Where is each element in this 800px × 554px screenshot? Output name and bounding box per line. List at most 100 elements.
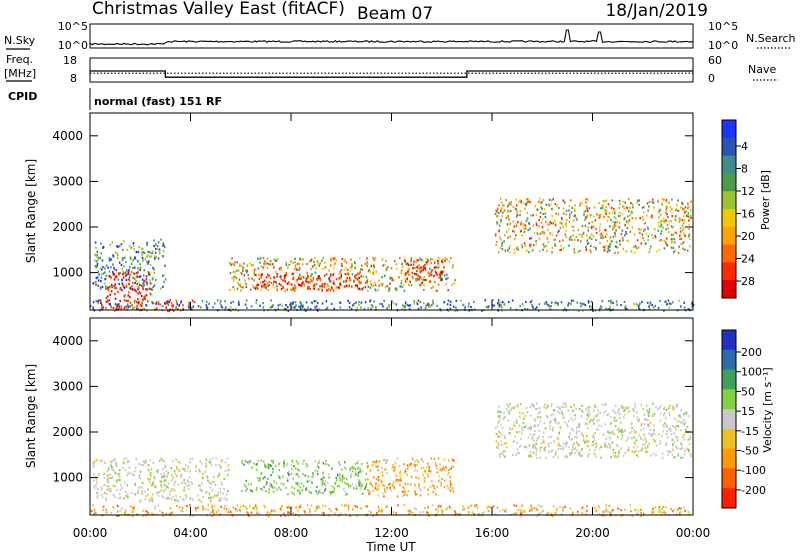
echo-cell <box>136 307 138 310</box>
echo-cell <box>564 233 566 236</box>
echo-cell <box>278 463 280 466</box>
echo-cell <box>618 221 621 224</box>
echo-cell <box>584 304 586 307</box>
echo-cell <box>651 198 654 201</box>
echo-cell <box>151 493 154 496</box>
echo-cell <box>659 299 661 303</box>
echo-cell <box>157 300 160 303</box>
echo-cell <box>110 258 112 261</box>
echo-cell <box>112 494 115 497</box>
echo-cell <box>123 285 125 288</box>
echo-cell <box>645 450 648 453</box>
echo-cell <box>445 277 447 280</box>
echo-cell <box>191 299 194 302</box>
echo-cell <box>142 514 145 517</box>
echo-cell <box>541 441 543 445</box>
echo-cell <box>663 309 665 312</box>
echo-cell <box>118 473 121 476</box>
echo-cell <box>624 408 626 411</box>
echo-cell <box>427 475 430 478</box>
echo-cell <box>108 489 111 492</box>
colorbar-tick-label: 50 <box>741 385 755 398</box>
echo-cell <box>514 435 517 438</box>
echo-cell <box>449 479 452 483</box>
y-tick-label: 1000 <box>52 471 83 485</box>
echo-cell <box>640 449 643 452</box>
echo-cell <box>131 304 133 307</box>
echo-cell <box>109 276 112 279</box>
echo-cell <box>267 511 269 514</box>
echo-cell <box>167 472 169 475</box>
echo-cell <box>608 511 611 514</box>
echo-cell <box>114 309 116 312</box>
echo-cell <box>589 448 591 451</box>
echo-cell <box>282 475 284 478</box>
echo-cell <box>351 467 354 470</box>
echo-cell <box>640 422 643 425</box>
echo-cell <box>165 497 168 500</box>
echo-cell <box>341 265 343 268</box>
echo-cell <box>111 468 114 471</box>
echo-cell <box>448 459 450 462</box>
echo-cell <box>143 284 145 287</box>
echo-cell <box>183 498 185 501</box>
echo-cell <box>348 306 351 309</box>
echo-cell <box>552 413 554 416</box>
echo-cell <box>152 481 154 484</box>
echo-cell <box>669 451 672 454</box>
echo-cell <box>285 486 287 489</box>
echo-cell <box>660 232 662 235</box>
echo-cell <box>382 484 385 487</box>
echo-cell <box>440 481 442 484</box>
freq-trace <box>90 70 693 78</box>
echo-cell <box>418 264 420 267</box>
echo-cell <box>412 263 415 266</box>
echo-cell <box>298 469 300 472</box>
echo-cell <box>539 407 541 410</box>
colorbar-tick-label: 200 <box>741 346 762 359</box>
echo-cell <box>658 216 660 219</box>
echo-cell <box>100 301 102 304</box>
echo-cell <box>408 463 411 466</box>
echo-cell <box>662 226 664 229</box>
echo-cell <box>565 235 567 238</box>
echo-cell <box>582 506 585 509</box>
echo-cell <box>497 447 500 450</box>
echo-cell <box>508 218 510 221</box>
echo-cell <box>378 508 380 511</box>
echo-cell <box>627 222 629 225</box>
echo-cell <box>519 304 521 308</box>
echo-cell <box>338 461 340 464</box>
echo-cell <box>350 473 352 476</box>
echo-cell <box>586 422 589 425</box>
echo-cell <box>683 418 685 421</box>
echo-cell <box>236 269 238 272</box>
echo-cell <box>358 481 360 484</box>
echo-cell <box>135 457 138 461</box>
echo-cell <box>625 220 628 223</box>
echo-cell <box>282 286 285 289</box>
echo-cell <box>141 300 144 303</box>
echo-cell <box>306 262 308 266</box>
echo-cell <box>544 212 547 215</box>
echo-cell <box>537 423 540 426</box>
echo-cell <box>157 247 159 250</box>
echo-cell <box>562 225 564 228</box>
echo-cell <box>526 308 529 311</box>
echo-cell <box>99 267 102 270</box>
echo-cell <box>269 485 271 488</box>
echo-cell <box>400 269 403 272</box>
echo-cell <box>323 476 325 479</box>
echo-cell <box>634 217 637 220</box>
echo-cell <box>165 513 168 516</box>
echo-cell <box>564 442 567 445</box>
echo-cell <box>124 256 126 259</box>
echo-cell <box>348 486 350 489</box>
echo-cell <box>413 483 416 486</box>
echo-cell <box>138 462 141 465</box>
echo-cell <box>261 488 264 491</box>
echo-cell <box>499 246 502 249</box>
echo-cell <box>96 491 98 494</box>
echo-cell <box>546 237 549 240</box>
echo-cell <box>445 508 447 511</box>
